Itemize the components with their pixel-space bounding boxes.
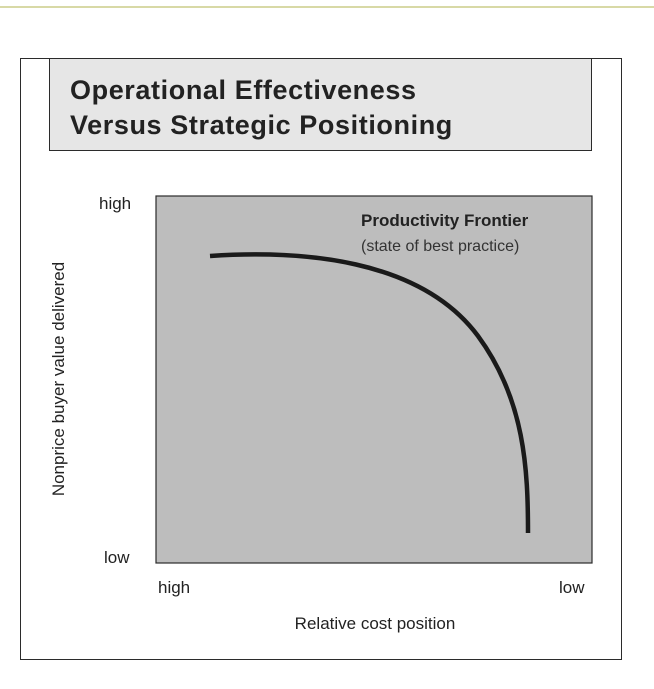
x-axis-high-label: high	[158, 578, 191, 597]
productivity-frontier-curve	[209, 252, 531, 534]
title-box: Operational Effectiveness Versus Strateg…	[49, 58, 592, 151]
frontier-subtitle: (state of best practice)	[361, 238, 520, 255]
y-axis-title: Nonprice buyer value delivered	[49, 261, 68, 497]
x-axis-low-label: low	[559, 578, 585, 597]
x-axis-title: Relative cost position	[294, 614, 456, 633]
y-axis-low-label: low	[104, 548, 130, 567]
title-line-2: Versus Strategic Positioning	[70, 110, 453, 140]
top-accent-rule	[0, 6, 654, 8]
y-axis-high-label: high	[99, 194, 132, 213]
title-line-1: Operational Effectiveness	[70, 75, 417, 105]
frontier-title: Productivity Frontier	[361, 211, 529, 230]
